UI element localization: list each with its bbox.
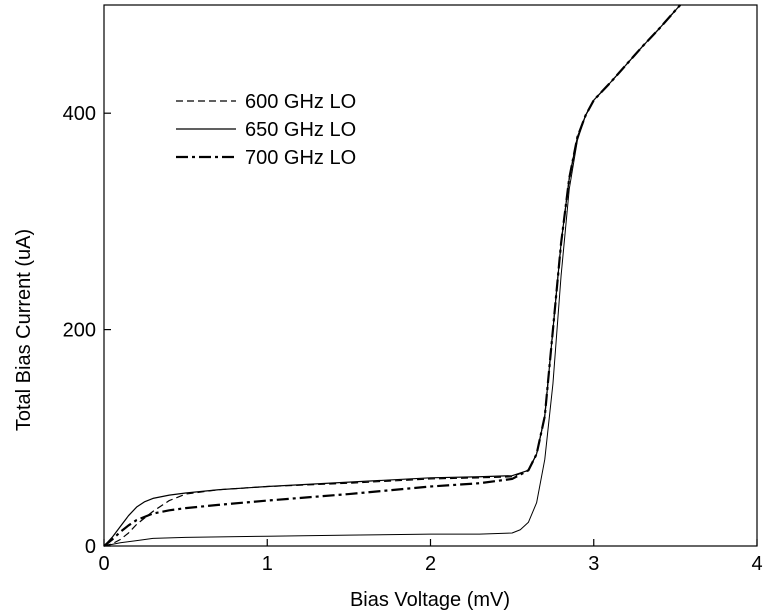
series-line-2 [103,4,681,547]
legend-label: 650 GHz LO [245,119,356,141]
series-layer [103,4,682,547]
series-line-3 [103,99,595,547]
x-tick-label: 1 [262,553,273,575]
x-tick-label: 0 [98,553,109,575]
series-line-4 [103,4,682,547]
plot-area-border [103,4,758,547]
legend-label: 600 GHz LO [245,91,356,113]
legend-label: 700 GHz LO [245,147,356,169]
x-tick-label: 3 [588,553,599,575]
x-axis-title: Bias Voltage (mV) [350,589,510,611]
x-tick-label: 4 [751,553,762,575]
legend: 600 GHz LO 650 GHz LO 700 GHz LO [176,91,356,169]
axis-ticks [103,112,758,547]
y-tick-label: 0 [85,536,96,558]
y-tick-label: 200 [63,320,96,342]
y-axis-title: Total Bias Current (uA) [13,229,35,431]
x-tick-label: 2 [425,553,436,575]
tick-labels: 0 1 2 3 4 0 200 400 [63,103,763,575]
series-line-1 [103,4,681,547]
y-tick-label: 400 [63,103,96,125]
plot-frame [103,4,758,547]
